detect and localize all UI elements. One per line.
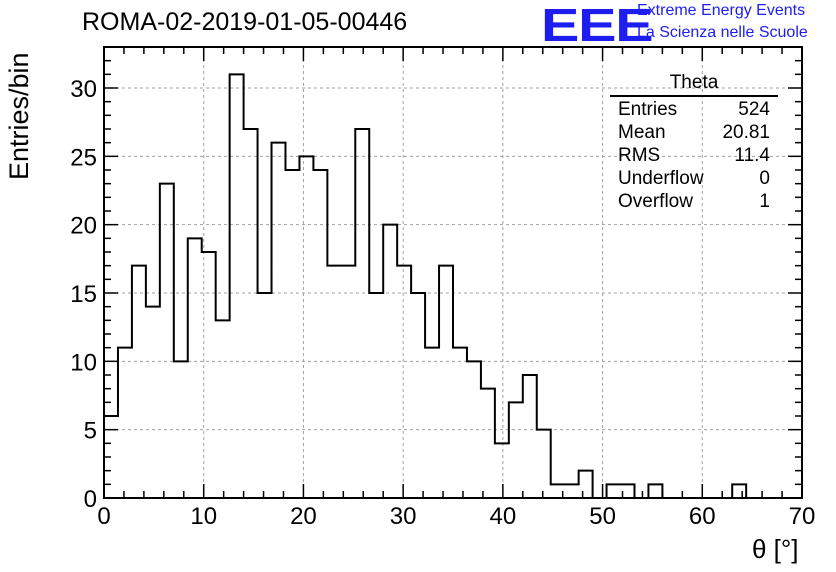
stats-label: RMS <box>618 145 661 166</box>
stats-row-overflow: Overflow 1 <box>610 190 778 213</box>
eee-logo: EEE <box>541 0 654 51</box>
stats-row-rms: RMS 11.4 <box>610 144 778 167</box>
histogram-bin <box>174 361 188 498</box>
plot-title: ROMA-02-2019-01-05-00446 <box>82 8 408 36</box>
y-tick-label: 25 <box>70 144 97 171</box>
histogram-bin <box>355 129 369 498</box>
histogram-bin <box>579 471 593 498</box>
histogram-bin <box>425 348 439 498</box>
x-tick-label: 0 <box>97 503 110 530</box>
stats-value: 524 <box>738 99 770 120</box>
histogram-bin <box>132 266 146 498</box>
stats-label: Mean <box>618 122 666 143</box>
histogram-bin <box>202 252 216 498</box>
histogram-bin <box>341 266 355 498</box>
stats-row-mean: Mean 20.81 <box>610 121 778 144</box>
x-tick-label: 20 <box>290 503 317 530</box>
histogram-bin <box>188 238 202 498</box>
stats-value: 20.81 <box>722 122 770 143</box>
histogram-bin <box>160 184 174 498</box>
histogram-bin <box>369 293 383 498</box>
y-tick-label: 15 <box>70 281 97 308</box>
histogram-bin <box>411 293 425 498</box>
histogram-bin <box>230 74 244 498</box>
y-tick-label: 5 <box>84 418 97 445</box>
histogram-bin <box>453 348 467 498</box>
stats-row-entries: Entries 524 <box>610 98 778 121</box>
stats-title: Theta <box>610 72 778 97</box>
histogram-bin <box>509 402 523 498</box>
histogram-bin <box>439 266 453 498</box>
histogram-bin <box>327 266 341 498</box>
x-tick-label: 70 <box>789 503 816 530</box>
y-tick-label: 10 <box>70 349 97 376</box>
histogram-bin <box>565 484 579 498</box>
histogram-bin <box>481 389 495 498</box>
logo-line-1: Extreme Energy Events <box>637 2 806 19</box>
y-tick-label: 30 <box>70 76 97 103</box>
histogram-bin <box>383 225 397 498</box>
histogram-bin <box>285 170 299 498</box>
stats-box: Theta Entries 524 Mean 20.81 RMS 11.4 Un… <box>610 72 778 213</box>
histogram-bin <box>523 375 537 498</box>
stats-value: 11.4 <box>734 145 770 166</box>
x-tick-label: 30 <box>390 503 417 530</box>
x-tick-label: 40 <box>490 503 517 530</box>
histogram-bin <box>118 348 132 498</box>
y-tick-label: 0 <box>84 486 97 513</box>
stats-row-underflow: Underflow 0 <box>610 167 778 190</box>
stats-value: 1 <box>759 191 770 212</box>
histogram-bin <box>495 443 509 498</box>
x-tick-label: 10 <box>190 503 217 530</box>
histogram-bin <box>397 266 411 498</box>
histogram-bin <box>244 129 258 498</box>
histogram-bin <box>537 430 551 498</box>
stats-value: 0 <box>759 168 770 189</box>
stats-label: Overflow <box>618 191 693 212</box>
stats-label: Entries <box>618 99 678 120</box>
histogram-bin <box>313 170 327 498</box>
histogram-bin <box>216 320 230 498</box>
plot-frame <box>103 46 803 499</box>
histogram-bin <box>258 293 272 498</box>
y-tick-label: 20 <box>70 213 97 240</box>
histogram-bin <box>299 156 313 498</box>
histogram-bin <box>467 361 481 498</box>
histogram-bin <box>607 484 621 498</box>
histogram-bin <box>146 307 160 498</box>
y-axis-label: Entries/bin <box>4 52 34 180</box>
stats-label: Underflow <box>618 168 704 189</box>
logo-line-2: La Scienza nelle Scuole <box>637 24 808 41</box>
x-tick-label: 50 <box>589 503 616 530</box>
x-tick-label: 60 <box>689 503 716 530</box>
histogram-bin <box>272 143 286 498</box>
histogram-bin <box>648 484 662 498</box>
histogram-bin <box>732 484 746 498</box>
x-axis-label: θ [°] <box>752 534 799 564</box>
